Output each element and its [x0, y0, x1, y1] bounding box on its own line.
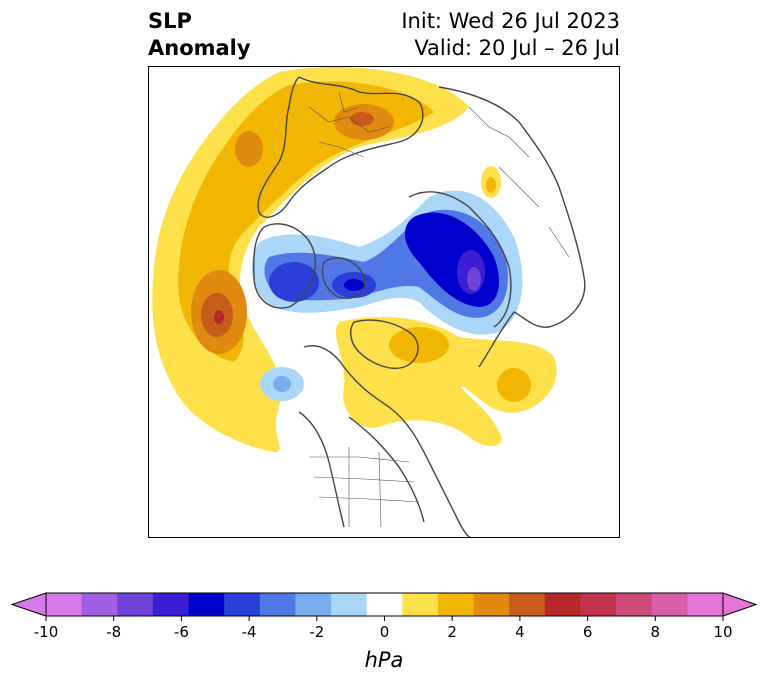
greenland-coastline [253, 223, 316, 309]
positive-anomaly-atlantic-top [214, 310, 224, 324]
colorbar-tick-label: 0 [380, 623, 390, 641]
colorbar-segment [152, 593, 190, 616]
colorbar-segment [366, 593, 403, 616]
colorbar-segment [295, 593, 332, 616]
colorbar-segment [509, 593, 546, 616]
canada-arctic-islands [321, 257, 366, 299]
negative-anomaly-siberia-max [467, 267, 481, 291]
colorbar-segment [402, 593, 439, 616]
anomaly-map [152, 67, 586, 537]
map-subtitle: Init: Wed 26 Jul 2023 Valid: 20 Jul – 26… [401, 8, 620, 62]
colorbar-segment [473, 593, 510, 616]
colorbar-segment [651, 593, 688, 616]
colorbar: -10 -8 -6 -4 -2 0 2 4 6 8 10 hPa [10, 592, 758, 672]
colorbar-extend-low [10, 592, 47, 617]
colorbar-segment [437, 593, 475, 616]
asia-coastline [438, 86, 586, 368]
positive-anomaly-pacific-core [497, 368, 531, 402]
siberia-coast [408, 191, 512, 328]
coastlines [253, 76, 586, 537]
init-date-label: Init: Wed 26 Jul 2023 [401, 9, 620, 33]
colorbar-tick-label: 6 [583, 623, 593, 641]
colorbar-segment [616, 593, 653, 616]
colorbar-segment [544, 593, 581, 616]
colorbar-ticks: -10 -8 -6 -4 -2 0 2 4 6 8 10 [34, 616, 733, 641]
colorbar-unit-label: hPa [365, 648, 404, 672]
valid-range-label: Valid: 20 Jul – 26 Jul [414, 36, 620, 60]
colorbar-tick-label: -4 [242, 623, 257, 641]
colorbar-extend-high [722, 592, 758, 617]
colorbar-segment [331, 593, 368, 616]
colorbar-segment [46, 593, 83, 616]
usa-region [298, 411, 425, 528]
colorbar-segment [224, 593, 261, 616]
positive-anomaly-alaska-core [389, 327, 449, 363]
map-panel [148, 66, 620, 538]
colorbar-tick-label: 2 [447, 623, 457, 641]
colorbar-tick-label: -6 [174, 623, 189, 641]
colorbar-segment [580, 593, 617, 616]
europe-coastline [257, 76, 424, 218]
colorbar-tick-label: -10 [34, 623, 59, 641]
colorbar-segment [188, 593, 225, 616]
colorbar-segment [117, 593, 154, 616]
alaska-coastline [350, 319, 419, 369]
colorbar-segment [81, 593, 118, 616]
colorbar-tick-label: 4 [515, 623, 525, 641]
colorbar-tick-label: 8 [651, 623, 661, 641]
map-title: SLP Anomaly [148, 8, 251, 62]
colorbar-tick-label: 10 [713, 623, 732, 641]
colorbar-tick-label: -8 [106, 623, 121, 641]
political-borders [308, 91, 570, 528]
title-line-2: Anomaly [148, 36, 251, 60]
title-line-1: SLP [148, 9, 192, 33]
colorbar-segment [687, 593, 724, 616]
colorbar-tick-label: -2 [309, 623, 324, 641]
north-america-coastline [303, 345, 471, 537]
positive-anomaly-europe-peak [350, 112, 374, 126]
colorbar-segments [46, 593, 724, 616]
colorbar-segment [259, 593, 296, 616]
positive-anomaly-greenland-sea [235, 131, 263, 167]
positive-anomaly-siberia-small-core [486, 177, 496, 193]
negative-anomaly-pacific-small-core [273, 376, 291, 392]
negative-anomaly-arctic-ocean-peak [344, 279, 364, 291]
